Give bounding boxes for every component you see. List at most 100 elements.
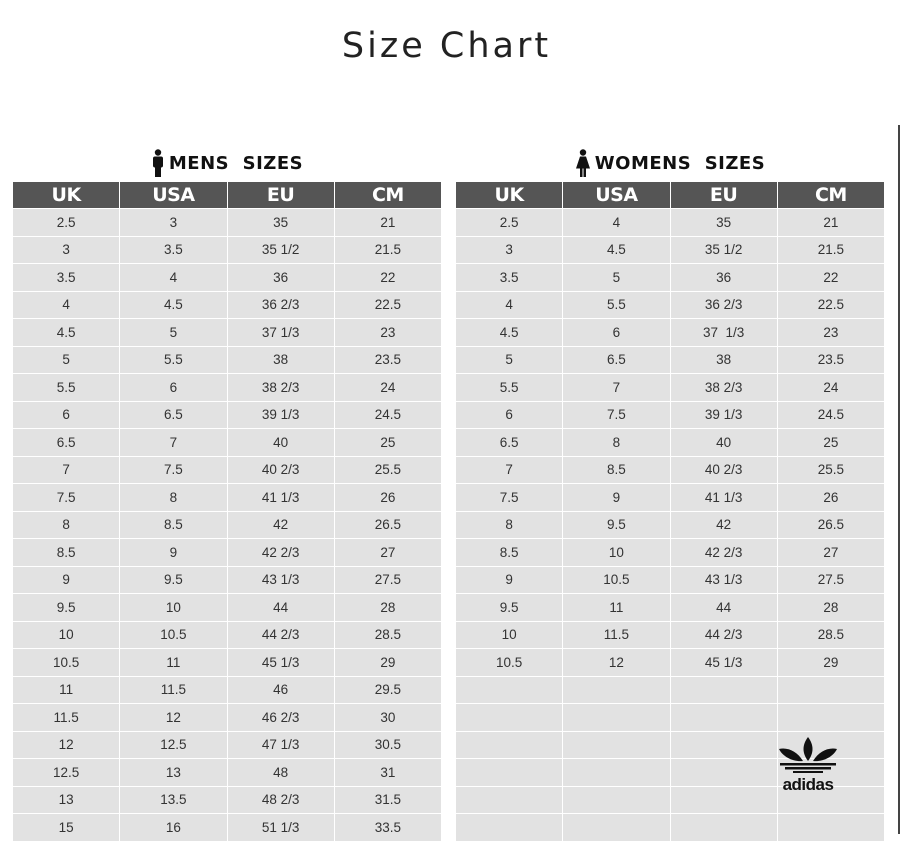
cell-cm: 29 bbox=[334, 649, 441, 676]
cell-uk: 8.5 bbox=[13, 539, 120, 566]
man-icon bbox=[152, 149, 163, 177]
cell-eu bbox=[670, 676, 777, 703]
cell-uk: 4 bbox=[13, 291, 120, 318]
cell-eu: 35 1/2 bbox=[670, 236, 777, 263]
table-row: 6 6.5 39 1/3 24.5 bbox=[13, 401, 441, 428]
cell-usa: 12.5 bbox=[120, 731, 227, 758]
cell-cm: 21 bbox=[777, 209, 884, 236]
table-row: 9.5 10 44 28 bbox=[13, 594, 441, 621]
cell-cm: 26.5 bbox=[334, 511, 441, 538]
cell-usa: 3 bbox=[120, 209, 227, 236]
cell-cm: 33.5 bbox=[334, 814, 441, 841]
cell-uk: 5 bbox=[456, 346, 563, 373]
cell-usa bbox=[563, 786, 670, 813]
cell-uk: 15 bbox=[13, 814, 120, 841]
cell-usa: 10 bbox=[563, 539, 670, 566]
cell-eu: 41 1/3 bbox=[227, 484, 334, 511]
cell-uk: 10 bbox=[13, 621, 120, 648]
cell-eu: 40 bbox=[670, 429, 777, 456]
cell-usa: 8 bbox=[120, 484, 227, 511]
table-row: 8.5 9 42 2/3 27 bbox=[13, 539, 441, 566]
table-row: 7.5 9 41 1/3 26 bbox=[456, 484, 884, 511]
table-row: 9.5 11 44 28 bbox=[456, 594, 884, 621]
cell-usa: 6 bbox=[563, 319, 670, 346]
cell-uk: 3.5 bbox=[13, 264, 120, 291]
cell-cm: 27 bbox=[334, 539, 441, 566]
cell-eu: 35 1/2 bbox=[227, 236, 334, 263]
table-row bbox=[456, 786, 884, 813]
cell-usa: 5.5 bbox=[563, 291, 670, 318]
cell-cm: 24 bbox=[334, 374, 441, 401]
cell-cm: 24.5 bbox=[777, 401, 884, 428]
cell-uk: 6.5 bbox=[456, 429, 563, 456]
cell-eu bbox=[670, 786, 777, 813]
cell-eu: 39 1/3 bbox=[670, 401, 777, 428]
divider-line bbox=[898, 125, 900, 834]
cell-usa: 7.5 bbox=[120, 456, 227, 483]
cell-uk: 8 bbox=[456, 511, 563, 538]
table-row bbox=[456, 676, 884, 703]
cell-cm: 21 bbox=[334, 209, 441, 236]
cell-eu: 38 bbox=[227, 346, 334, 373]
cell-cm: 31 bbox=[334, 759, 441, 786]
womens-heading: WOMENS SIZES bbox=[594, 152, 766, 174]
table-row: 12.5 13 48 31 bbox=[13, 759, 441, 786]
table-row bbox=[456, 704, 884, 731]
table-row: 2.5 3 35 21 bbox=[13, 209, 441, 236]
table-row: 6.5 7 40 25 bbox=[13, 429, 441, 456]
cell-uk: 13 bbox=[13, 786, 120, 813]
cell-eu bbox=[670, 759, 777, 786]
cell-usa: 5.5 bbox=[120, 346, 227, 373]
cell-usa: 11.5 bbox=[120, 676, 227, 703]
column-header-cm: CM bbox=[777, 182, 884, 208]
cell-uk bbox=[456, 759, 563, 786]
cell-usa: 16 bbox=[120, 814, 227, 841]
cell-cm: 27.5 bbox=[777, 566, 884, 593]
cell-eu: 46 bbox=[227, 676, 334, 703]
cell-eu: 46 2/3 bbox=[227, 704, 334, 731]
cell-usa: 12 bbox=[120, 704, 227, 731]
table-row: 4.5 6 37 1/3 23 bbox=[456, 319, 884, 346]
cell-cm bbox=[777, 814, 884, 841]
cell-cm: 24.5 bbox=[334, 401, 441, 428]
cell-cm: 22 bbox=[334, 264, 441, 291]
cell-eu: 36 2/3 bbox=[227, 291, 334, 318]
cell-eu: 42 2/3 bbox=[670, 539, 777, 566]
table-row: 8 8.5 42 26.5 bbox=[13, 511, 441, 538]
cell-uk: 9.5 bbox=[13, 594, 120, 621]
cell-uk bbox=[456, 704, 563, 731]
woman-icon bbox=[575, 149, 590, 177]
table-row: 8.5 10 42 2/3 27 bbox=[456, 539, 884, 566]
cell-uk: 4.5 bbox=[456, 319, 563, 346]
cell-eu: 44 2/3 bbox=[670, 621, 777, 648]
table-row: 7.5 8 41 1/3 26 bbox=[13, 484, 441, 511]
table-row bbox=[456, 814, 884, 841]
table-row: 8 9.5 42 26.5 bbox=[456, 511, 884, 538]
cell-usa: 11 bbox=[120, 649, 227, 676]
table-row: 3.5 5 36 22 bbox=[456, 264, 884, 291]
column-header-usa: USA bbox=[120, 182, 227, 208]
cell-cm bbox=[777, 786, 884, 813]
cell-uk: 5 bbox=[13, 346, 120, 373]
cell-usa: 11.5 bbox=[563, 621, 670, 648]
cell-eu: 43 1/3 bbox=[670, 566, 777, 593]
cell-uk: 7 bbox=[13, 456, 120, 483]
cell-cm: 27 bbox=[777, 539, 884, 566]
cell-uk: 6.5 bbox=[13, 429, 120, 456]
cell-usa: 10 bbox=[120, 594, 227, 621]
cell-eu: 37 1/3 bbox=[227, 319, 334, 346]
column-header-cm: CM bbox=[334, 182, 441, 208]
cell-eu: 44 2/3 bbox=[227, 621, 334, 648]
cell-usa bbox=[563, 759, 670, 786]
cell-eu: 36 bbox=[227, 264, 334, 291]
cell-usa: 7.5 bbox=[563, 401, 670, 428]
cell-usa: 8.5 bbox=[563, 456, 670, 483]
cell-cm: 23 bbox=[777, 319, 884, 346]
table-row: 2.5 4 35 21 bbox=[456, 209, 884, 236]
cell-usa: 9.5 bbox=[120, 566, 227, 593]
table-row: 5.5 6 38 2/3 24 bbox=[13, 374, 441, 401]
cell-uk: 3 bbox=[13, 236, 120, 263]
cell-cm: 28 bbox=[777, 594, 884, 621]
cell-uk: 6 bbox=[456, 401, 563, 428]
cell-uk: 7 bbox=[456, 456, 563, 483]
